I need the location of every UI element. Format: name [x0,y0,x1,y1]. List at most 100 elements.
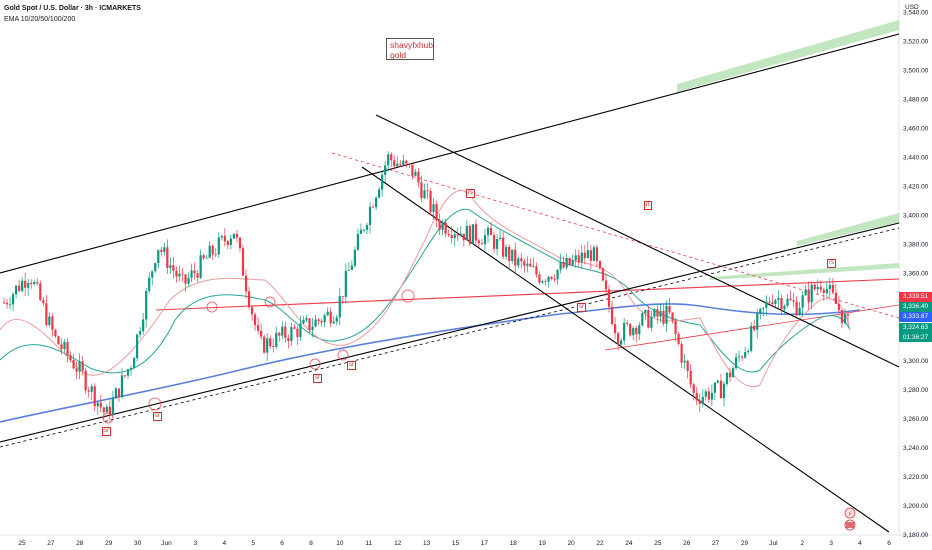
candle-body [211,245,214,255]
y-tick-label: 3,260.00 [903,416,929,423]
y-tick-label: 3,420.00 [903,184,929,191]
candle-body [716,380,720,383]
candle-body [677,334,680,345]
candle-body [837,303,841,311]
x-tick-label: 15 [452,540,460,547]
candle-body [647,310,650,328]
candle-body [60,344,63,350]
y-tick-label: 3,220.00 [903,474,929,481]
candle-body [432,204,435,212]
candle-body [123,375,127,377]
candle-body [668,306,671,313]
x-tick-label: 13 [423,540,431,547]
candle-body [795,301,798,316]
symbol-title[interactable]: Gold Spot / U.S. Dollar · 3h · ICMARKETS [4,5,141,12]
candle-body [710,392,713,400]
annotation-label: rs [827,259,836,268]
y-tick-label: 3,360.00 [903,271,929,278]
candle-body [90,386,93,392]
y-tick-label: 3,400.00 [903,213,929,220]
candle-body [671,312,674,321]
candle-body [226,241,229,245]
candle-body [296,328,299,338]
candle-body [508,246,511,261]
candle-body [759,308,762,314]
candle-body [223,236,226,242]
candle-body [263,336,266,353]
candle-body [217,237,220,255]
watermark-line-2: gold [390,50,407,60]
candle-body [257,325,260,331]
candle-body [750,325,753,351]
indicator-label[interactable]: EMA 10/20/50/100/200 [4,16,76,23]
annotation-label: sr [313,374,322,383]
candle-body [145,290,148,320]
candle-body [659,310,662,317]
candle-body [24,280,27,288]
candle-body [199,255,202,278]
candle-body [535,266,538,275]
candle-body [822,289,825,294]
candle-body [154,263,157,272]
candle-body [293,327,296,329]
candle-body [598,261,602,269]
candle-body [499,237,502,239]
candle-body [335,317,338,322]
candle-body [544,281,547,283]
event-flash-icon[interactable] [844,507,856,519]
candle-body [417,171,420,183]
candle-body [719,380,723,399]
candle-body [272,346,275,348]
candle-body [281,326,284,336]
candle-body [737,356,741,358]
candle-body [768,301,771,303]
candle-body [63,341,66,350]
x-tick-label: 5 [251,540,255,547]
candle-body [196,273,199,278]
candle-body [169,265,172,269]
x-tick-label: 6 [887,540,891,547]
candle-body [662,310,665,324]
candle-body [741,356,744,358]
candle-body [489,227,493,236]
candle-body [390,154,393,161]
candle-body [747,350,750,353]
candle-body [707,391,710,400]
candle-body [819,286,822,290]
candle-body [632,327,635,336]
candle-body [129,368,133,370]
candle-body [350,265,353,270]
x-tick-label: 2 [800,540,804,547]
candle-body [456,234,459,236]
candle-body [311,326,314,331]
x-tick-label: 20 [567,540,575,547]
candle-body [792,300,795,302]
candle-body [117,388,121,398]
candle-body [656,309,659,317]
candle-body [825,288,828,294]
candle-body [317,319,320,321]
x-tick-label: Jun [161,540,172,547]
annotation-label: rt [644,201,652,210]
candle-body [163,247,166,252]
candle-body [559,261,562,270]
candle-body [187,277,190,284]
candle-body [435,204,438,221]
candle-body [18,285,21,291]
candle-body [108,406,111,416]
candle-body [638,325,641,335]
candle-body [399,163,402,165]
candle-body [623,322,626,341]
price-axis[interactable]: 3,540.00 3,520.00 3,500.00 3,480.00 3,460.00… [903,9,929,539]
candle-body [441,222,444,230]
annotation-label: sr [577,303,586,312]
x-tick-label: 12 [394,540,402,547]
candle-body [160,249,163,252]
candle-body [21,280,24,291]
candle-body [786,298,789,306]
candle-body [142,319,145,332]
candle-body [517,258,520,266]
candle-body [798,307,801,316]
time-axis[interactable]: 25 27 28 29 30 Jun 3 4 5 6 8 10 11 12 13 15 17 18 19 20 22 24… [18,540,891,547]
